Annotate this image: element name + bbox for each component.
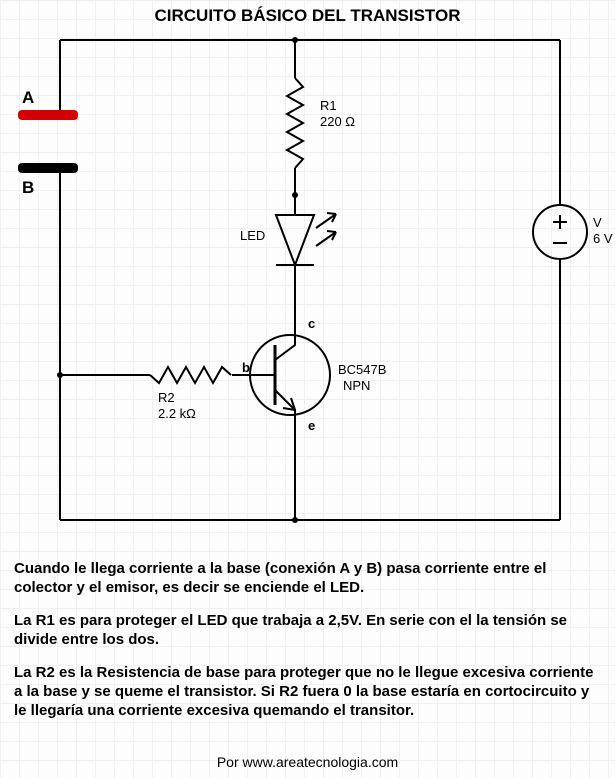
paragraph-3: La R2 es la Resistencia de base para pro… [14,664,594,720]
led-triangle [276,215,314,265]
node-b [57,372,63,378]
label-led: LED [240,228,265,243]
label-r2-val: 2.2 kΩ [158,406,196,421]
label-e: e [308,418,315,433]
label-r2: R2 [158,390,175,405]
label-part: BC547B [338,362,386,377]
wire-b [60,168,150,375]
label-a: A [22,88,34,108]
node-bot [292,517,298,523]
terminal-a-icon [18,110,78,120]
paragraph-1: Cuando le llega corriente a la base (con… [14,560,594,598]
label-type: NPN [343,378,370,393]
label-v: V [593,215,602,230]
credit-line: Por www.areatecnologia.com [0,754,615,770]
label-b: B [22,178,34,198]
terminal-b-icon [18,163,78,173]
source-plus [553,215,567,229]
node-top [292,37,298,43]
paragraph-2: La R1 es para proteger el LED que trabaj… [14,612,594,650]
circuit-canvas: CIRCUITO BÁSICO DEL TRANSISTOR [0,0,615,778]
label-r1-val: 220 Ω [320,114,355,129]
label-c: c [308,316,315,331]
node-led-top [292,192,298,198]
label-v-val: 6 V [593,231,613,246]
resistor-r2 [150,367,231,383]
circuit-svg [0,0,615,560]
label-r1: R1 [320,98,337,113]
source-circle [533,205,587,259]
label-bpin: b [242,360,250,375]
resistor-r1 [287,78,303,168]
